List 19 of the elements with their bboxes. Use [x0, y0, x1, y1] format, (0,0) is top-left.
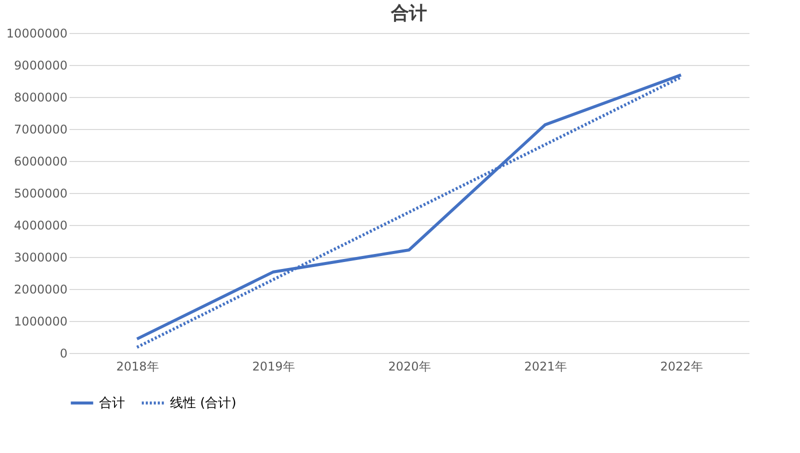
chart-title: 合计	[390, 3, 427, 24]
y-tick-label: 6000000	[14, 154, 68, 168]
x-tick-label: 2019年	[252, 360, 295, 374]
y-tick-label: 2000000	[14, 282, 68, 296]
y-tick-label: 8000000	[14, 90, 68, 104]
y-tick-label: 7000000	[14, 122, 68, 136]
legend-label: 合计	[99, 396, 125, 411]
legend-label: 线性 (合计)	[170, 396, 236, 411]
x-tick-label: 2022年	[660, 360, 703, 374]
y-tick-label: 10000000	[6, 26, 68, 40]
x-tick-label: 2018年	[116, 360, 159, 374]
y-tick-label: 3000000	[14, 250, 68, 264]
y-tick-label: 0	[60, 346, 68, 360]
x-tick-label: 2020年	[388, 360, 431, 374]
y-tick-label: 1000000	[14, 314, 68, 328]
y-tick-label: 4000000	[14, 218, 68, 232]
x-tick-label: 2021年	[524, 360, 567, 374]
y-tick-label: 5000000	[14, 186, 68, 200]
y-tick-label: 9000000	[14, 58, 68, 72]
